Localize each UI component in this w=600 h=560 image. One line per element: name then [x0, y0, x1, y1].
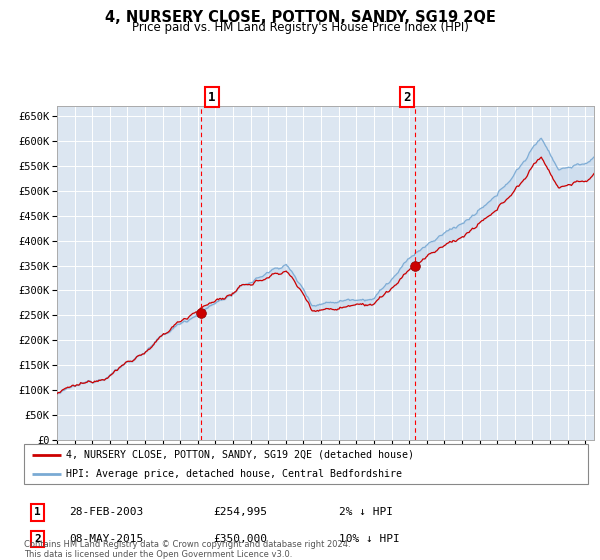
Text: 08-MAY-2015: 08-MAY-2015 [69, 534, 143, 544]
Text: Contains HM Land Registry data © Crown copyright and database right 2024.
This d: Contains HM Land Registry data © Crown c… [24, 540, 350, 559]
Text: 4, NURSERY CLOSE, POTTON, SANDY, SG19 2QE: 4, NURSERY CLOSE, POTTON, SANDY, SG19 2Q… [104, 10, 496, 25]
Text: 10% ↓ HPI: 10% ↓ HPI [339, 534, 400, 544]
Text: £350,000: £350,000 [213, 534, 267, 544]
Text: 2: 2 [404, 91, 411, 104]
Text: 4, NURSERY CLOSE, POTTON, SANDY, SG19 2QE (detached house): 4, NURSERY CLOSE, POTTON, SANDY, SG19 2Q… [66, 450, 415, 460]
Text: 1: 1 [34, 507, 41, 517]
Text: 2: 2 [34, 534, 41, 544]
Text: HPI: Average price, detached house, Central Bedfordshire: HPI: Average price, detached house, Cent… [66, 469, 403, 479]
Text: 28-FEB-2003: 28-FEB-2003 [69, 507, 143, 517]
Text: £254,995: £254,995 [213, 507, 267, 517]
FancyBboxPatch shape [24, 444, 588, 484]
Text: 1: 1 [208, 91, 216, 104]
Text: 2% ↓ HPI: 2% ↓ HPI [339, 507, 393, 517]
Text: Price paid vs. HM Land Registry's House Price Index (HPI): Price paid vs. HM Land Registry's House … [131, 21, 469, 34]
